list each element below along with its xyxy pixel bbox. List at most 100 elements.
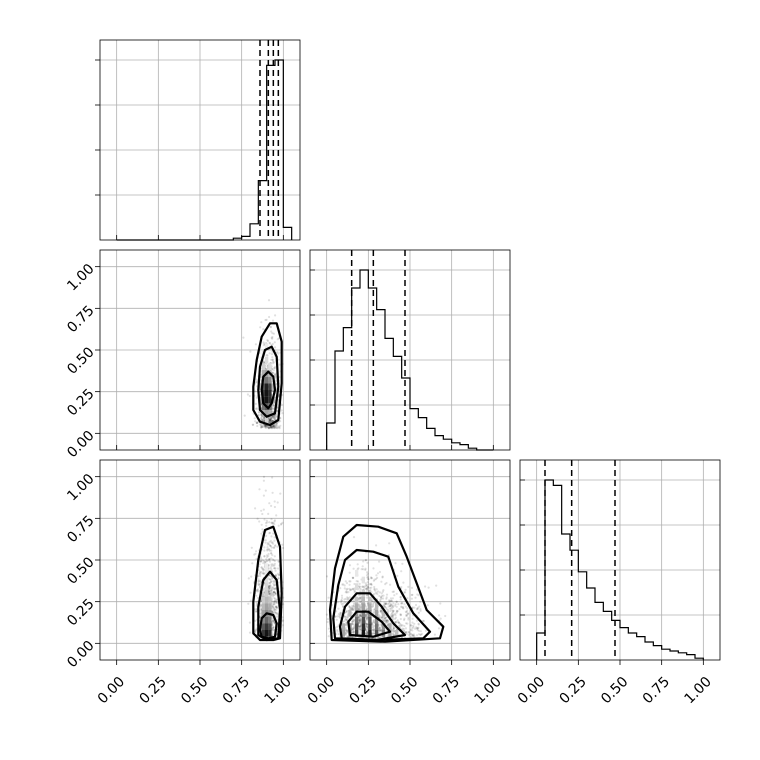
density2-sample-point — [274, 574, 277, 577]
density3-sample-point — [380, 596, 383, 599]
density1-sample-point — [262, 416, 265, 419]
density3-sample-point — [373, 632, 376, 635]
density3-sample-point — [379, 629, 383, 632]
density2-sample-point — [273, 601, 276, 604]
density3-sample-point — [366, 574, 369, 577]
density3-sample-point — [338, 615, 341, 618]
density2-sample-point — [260, 532, 263, 535]
density1-sample-point — [274, 415, 277, 418]
density3-sample-point — [383, 617, 386, 620]
density1-sample-point — [269, 426, 272, 429]
density3-sample-point — [376, 576, 379, 580]
density3-sample-point — [351, 605, 354, 608]
density1-sample-point — [271, 332, 274, 335]
density2-sample-point — [276, 545, 279, 548]
density2-sample-point — [273, 564, 276, 567]
density3-sample-point — [359, 619, 363, 622]
density2-sample-point — [269, 584, 272, 587]
density2-sample-point — [270, 568, 273, 571]
density2-sample-point — [274, 597, 277, 601]
density3-sample-point — [349, 608, 352, 611]
ytick-label-row3-2: 0.50 — [64, 554, 97, 587]
density3-sample-point — [372, 624, 375, 627]
density3-cell-21 — [368, 603, 372, 610]
density2-sample-point — [271, 610, 274, 614]
density2-sample-point — [262, 572, 265, 575]
density3-sample-point — [406, 622, 409, 625]
density2-sample-point — [267, 554, 270, 558]
density3-sample-point — [359, 617, 362, 620]
density2-sample-point — [254, 507, 257, 510]
density2-sample-point — [270, 591, 273, 594]
density1-sample-point — [271, 425, 274, 428]
density3-cell-34 — [381, 610, 385, 617]
density3-sample-point — [364, 615, 368, 618]
density2-sample-point — [277, 560, 280, 563]
density3-sample-point — [373, 632, 376, 635]
density3-sample-point — [387, 603, 390, 606]
density2-sample-point — [266, 559, 269, 562]
ytick-label-row2-0: 0.00 — [64, 428, 97, 461]
density2-sample-point — [248, 621, 251, 624]
density1-sample-point — [252, 423, 255, 426]
density3-sample-point — [359, 613, 362, 616]
density2-sample-point — [273, 600, 276, 604]
density3-sample-point — [411, 627, 414, 630]
density2-sample-point — [268, 560, 272, 563]
density3-sample-point — [365, 616, 368, 620]
density1-sample-point — [269, 420, 272, 423]
density3-sample-point — [366, 596, 369, 599]
density3-sample-point — [417, 623, 420, 626]
density3-sample-point — [359, 615, 362, 618]
density1-sample-point — [269, 419, 272, 422]
density3-sample-point — [347, 597, 350, 600]
density3-sample-point — [353, 591, 356, 594]
density2-sample-point — [267, 548, 270, 551]
density2-sample-point — [276, 501, 279, 504]
density2-sample-point — [271, 558, 274, 561]
density1-sample-point — [269, 425, 272, 428]
density2-sample-point — [254, 552, 257, 555]
density3-sample-point — [378, 628, 381, 631]
density2-sample-point — [273, 536, 276, 539]
density3-cell-8 — [361, 616, 365, 624]
density3-sample-point — [366, 630, 369, 634]
density3-sample-point — [370, 586, 373, 589]
density3-sample-point — [383, 605, 386, 608]
density3-sample-point — [382, 589, 385, 592]
density3-cell-16 — [361, 610, 365, 617]
density3-sample-point — [389, 603, 392, 606]
density2-sample-point — [281, 620, 284, 623]
density3-cell-36 — [355, 583, 359, 590]
density1-sample-point — [275, 426, 278, 429]
density3-sample-point — [372, 601, 375, 604]
density3-sample-point — [413, 606, 416, 609]
density3-sample-point — [327, 627, 330, 630]
density3-sample-point — [364, 622, 367, 625]
density2-sample-point — [254, 610, 257, 613]
density3-sample-point — [340, 602, 343, 605]
density3-sample-point — [400, 602, 403, 605]
density3-sample-point — [387, 605, 390, 608]
density2-sample-point — [260, 571, 263, 574]
density3-sample-point — [385, 608, 388, 611]
density1-sample-point — [266, 364, 269, 367]
density3-sample-point — [351, 576, 354, 579]
density2-cell-0 — [265, 630, 269, 637]
density2-sample-point — [271, 595, 274, 598]
density3-sample-point — [378, 594, 381, 598]
density3-sample-point — [376, 572, 380, 575]
density3-sample-point — [346, 614, 349, 617]
density2-sample-point — [271, 611, 274, 614]
density3-sample-point — [365, 615, 368, 618]
density3-sample-point — [366, 576, 369, 579]
density3-sample-point — [373, 587, 376, 591]
density3-sample-point — [399, 614, 402, 617]
density3-sample-point — [341, 603, 344, 606]
density3-sample-point — [385, 619, 388, 622]
density3-sample-point — [378, 591, 381, 594]
density1-sample-point — [259, 426, 263, 429]
density3-sample-point — [410, 624, 413, 627]
density3-sample-point — [392, 609, 395, 613]
xtick-label-col3-0: 0.00 — [515, 674, 548, 707]
